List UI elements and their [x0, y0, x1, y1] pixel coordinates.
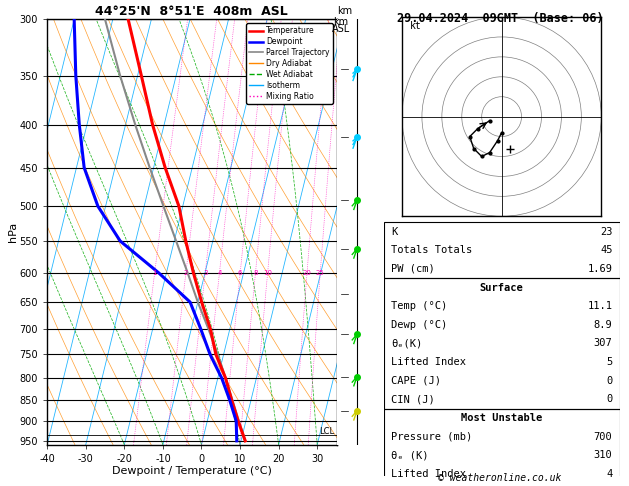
Text: 8: 8: [350, 65, 356, 74]
Text: 23: 23: [600, 226, 613, 237]
Legend: Temperature, Dewpoint, Parcel Trajectory, Dry Adiabat, Wet Adiabat, Isotherm, Mi: Temperature, Dewpoint, Parcel Trajectory…: [247, 23, 333, 104]
Text: 700: 700: [594, 432, 613, 442]
Bar: [384, 223, 620, 278]
Y-axis label: hPa: hPa: [8, 222, 18, 242]
Text: ASL: ASL: [331, 24, 350, 35]
Text: 0: 0: [606, 394, 613, 404]
Text: 8.9: 8.9: [594, 320, 613, 330]
Text: θₑ(K): θₑ(K): [391, 338, 422, 348]
Text: 1: 1: [152, 270, 157, 276]
Text: Pressure (mb): Pressure (mb): [391, 432, 472, 442]
Text: Totals Totals: Totals Totals: [391, 245, 472, 255]
Text: km: km: [333, 17, 348, 27]
Text: 5: 5: [350, 244, 356, 254]
Text: 6: 6: [238, 270, 242, 276]
Text: 25: 25: [316, 270, 325, 276]
Text: 4: 4: [217, 270, 221, 276]
Text: km: km: [337, 6, 352, 16]
Text: 6: 6: [350, 195, 356, 205]
Text: 2: 2: [184, 270, 188, 276]
Text: Dewp (°C): Dewp (°C): [391, 320, 447, 330]
Text: kt: kt: [410, 21, 421, 31]
Text: 20: 20: [303, 270, 311, 276]
Text: 310: 310: [594, 450, 613, 460]
Text: LCL: LCL: [320, 427, 335, 436]
Text: 1.69: 1.69: [587, 264, 613, 274]
Text: 307: 307: [594, 338, 613, 348]
Bar: [384, 278, 620, 409]
Text: 0: 0: [606, 376, 613, 386]
Text: 7: 7: [350, 132, 356, 142]
Text: 3: 3: [350, 330, 356, 339]
Text: 5: 5: [606, 357, 613, 367]
Title: 44°25'N  8°51'E  408m  ASL: 44°25'N 8°51'E 408m ASL: [96, 5, 288, 18]
Text: 29.04.2024  09GMT  (Base: 06): 29.04.2024 09GMT (Base: 06): [397, 12, 603, 25]
Text: Temp (°C): Temp (°C): [391, 301, 447, 311]
Text: CIN (J): CIN (J): [391, 394, 435, 404]
Text: Lifted Index: Lifted Index: [391, 357, 465, 367]
Text: 8: 8: [253, 270, 258, 276]
Text: CAPE (J): CAPE (J): [391, 376, 441, 386]
Text: Most Unstable: Most Unstable: [461, 413, 542, 423]
Text: 1: 1: [350, 406, 356, 416]
Text: Surface: Surface: [480, 282, 523, 293]
Text: K: K: [391, 226, 397, 237]
Bar: [384, 409, 620, 486]
Text: 45: 45: [600, 245, 613, 255]
Text: 10: 10: [263, 270, 272, 276]
Text: 11.1: 11.1: [587, 301, 613, 311]
Text: 4: 4: [606, 469, 613, 479]
Text: © weatheronline.co.uk: © weatheronline.co.uk: [438, 472, 562, 483]
Text: PW (cm): PW (cm): [391, 264, 435, 274]
Text: θₑ (K): θₑ (K): [391, 450, 428, 460]
X-axis label: Dewpoint / Temperature (°C): Dewpoint / Temperature (°C): [112, 467, 272, 476]
Text: 3: 3: [203, 270, 208, 276]
Text: Lifted Index: Lifted Index: [391, 469, 465, 479]
Text: 2: 2: [350, 372, 356, 382]
Text: 4: 4: [350, 289, 356, 298]
